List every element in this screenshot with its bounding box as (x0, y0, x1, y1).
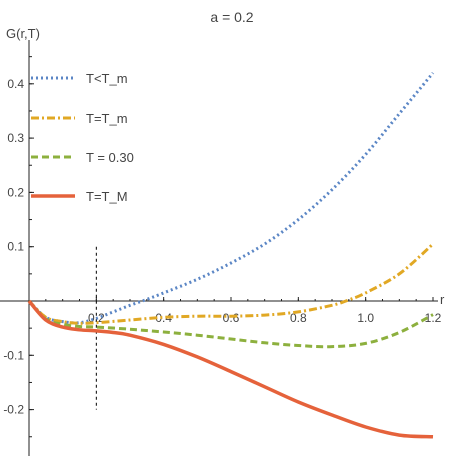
y-axis-label: G(r,T) (6, 26, 40, 41)
x-axis-label: r (440, 292, 445, 307)
y-tick-label: 0.1 (7, 240, 24, 254)
series-line-1 (27, 71, 435, 325)
legend-label-1: T<T_m (86, 71, 128, 86)
series-group (27, 71, 435, 439)
y-tick-label: 0.4 (7, 77, 24, 91)
legend-label-3: T = 0.30 (86, 150, 134, 165)
y-tick-label: -0.1 (3, 348, 24, 362)
series-line-2 (27, 242, 434, 325)
x-tick-label: 1.0 (357, 311, 374, 325)
y-tick-label: 0.3 (7, 131, 24, 145)
axes (0, 40, 438, 456)
y-tick-label: -0.2 (3, 403, 24, 417)
series-line-3 (27, 299, 434, 349)
chart-title: a = 0.2 (210, 9, 253, 25)
y-tick-label: 0.2 (7, 185, 24, 199)
legend-label-2: T=T_m (86, 111, 128, 126)
x-tick-label: 0.4 (155, 311, 172, 325)
x-tick-label: 0.6 (223, 311, 240, 325)
series-line-4 (27, 299, 434, 439)
legend-label-4: T=T_M (86, 189, 128, 204)
legend: T<T_m T=T_m T = 0.30 T=T_M (31, 71, 134, 204)
tick-marks: 0.2 0.4 0.6 0.8 1.0 1.20.40.30.20.1-0.1-0.2 (3, 56, 442, 438)
x-tick-label: 0.8 (290, 311, 307, 325)
x-tick-label: 1.2 (425, 311, 442, 325)
